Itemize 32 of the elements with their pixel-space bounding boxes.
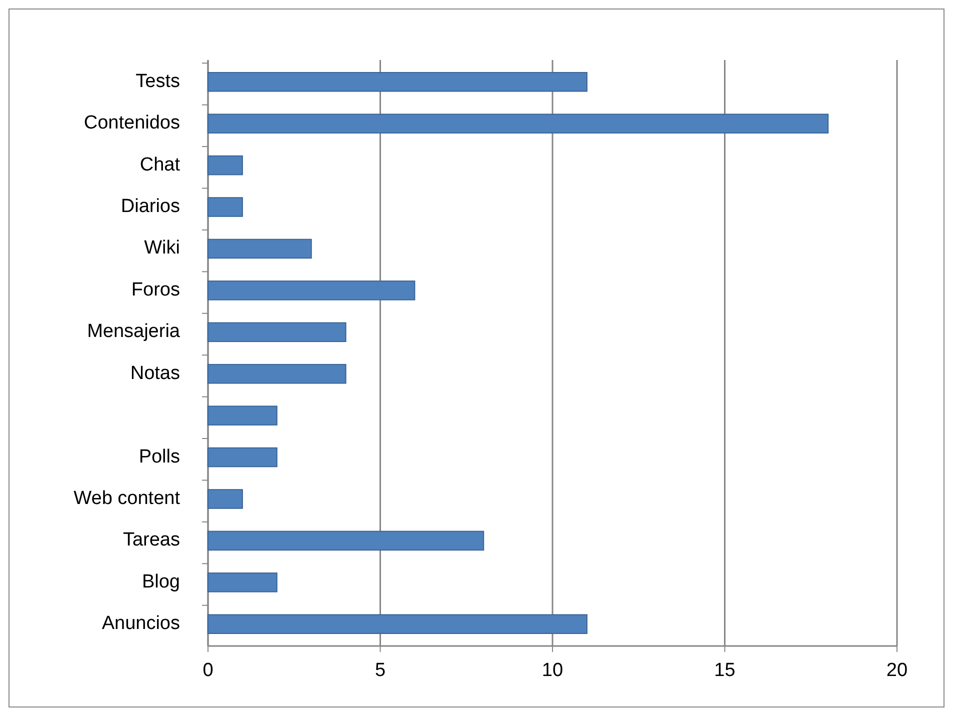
x-tick-label: 5 — [374, 660, 386, 681]
bar — [208, 614, 588, 634]
y-tick-label: Blog — [142, 571, 180, 592]
y-tick-label: Anuncios — [102, 613, 180, 634]
bar — [208, 572, 278, 592]
bar — [208, 489, 243, 509]
y-tick-label: Foros — [131, 279, 180, 300]
bar — [208, 322, 346, 342]
y-tick-label: Diarios — [120, 196, 180, 218]
y-tick-label: Polls — [138, 446, 180, 468]
y-tick-label: Contenidos — [84, 112, 180, 134]
x-tick-label: 20 — [886, 660, 908, 681]
bar — [208, 406, 278, 426]
bar — [208, 530, 484, 551]
bar — [208, 197, 243, 217]
y-tick-label: Chat — [140, 154, 181, 176]
bar — [208, 155, 243, 176]
bar — [208, 238, 312, 259]
bar — [208, 72, 588, 92]
y-tick-label: Wiki — [144, 238, 180, 259]
y-tick-label: Tests — [136, 70, 180, 92]
x-tick-label: 0 — [202, 660, 214, 681]
x-tick-label: 15 — [714, 660, 736, 681]
x-tick-label: 10 — [542, 660, 564, 681]
bar — [208, 364, 346, 384]
bar — [208, 114, 829, 134]
y-tick-label: Web content — [74, 488, 181, 509]
bar — [208, 280, 416, 300]
y-tick-label: Tareas — [122, 530, 180, 551]
y-tick-label: Mensajeria — [87, 321, 180, 342]
bar — [208, 447, 278, 468]
y-tick-label: Notas — [130, 362, 180, 384]
